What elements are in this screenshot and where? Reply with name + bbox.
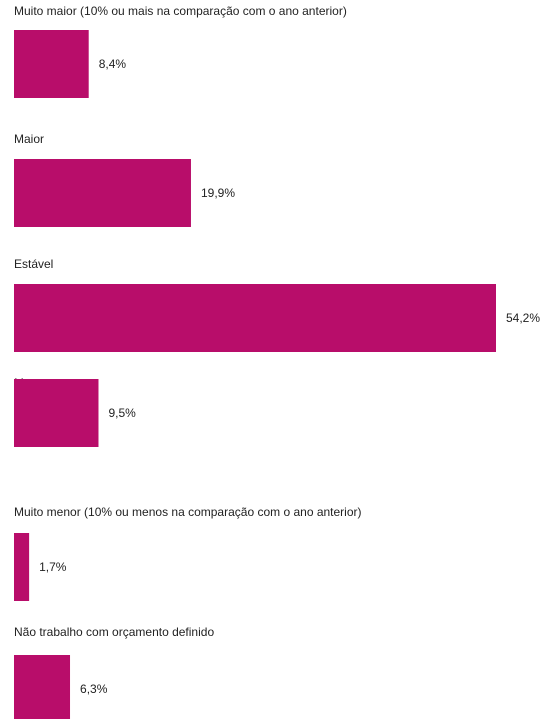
bar-group: Muito maior (10% ou mais na comparação c…	[14, 4, 347, 98]
bar	[14, 159, 191, 227]
bar	[14, 533, 30, 601]
value-label: 9,5%	[108, 406, 136, 420]
value-label: 19,9%	[201, 186, 235, 200]
value-label: 6,3%	[80, 682, 108, 696]
value-label: 54,2%	[506, 311, 540, 325]
category-label: Muito maior (10% ou mais na comparação c…	[14, 4, 347, 18]
value-label: 1,7%	[39, 560, 67, 574]
bar	[14, 30, 89, 98]
category-label: Maior	[14, 132, 44, 146]
value-label: 8,4%	[99, 57, 127, 71]
bar	[14, 284, 496, 352]
category-label: Estável	[14, 257, 53, 271]
bar	[14, 655, 71, 719]
bar-group: Estável 54,2%	[14, 257, 540, 352]
category-label: Não trabalho com orçamento definido	[14, 625, 214, 639]
bar-group: Menor9,5%	[14, 376, 136, 447]
bar	[14, 379, 99, 447]
bar-group: Não trabalho com orçamento definido 6,3%	[14, 625, 214, 719]
bar-group: Muito menor (10% ou menos na comparação …	[14, 505, 362, 601]
category-label: Muito menor (10% ou menos na comparação …	[14, 505, 362, 519]
bar-group: Maior 19,9%	[14, 132, 235, 227]
